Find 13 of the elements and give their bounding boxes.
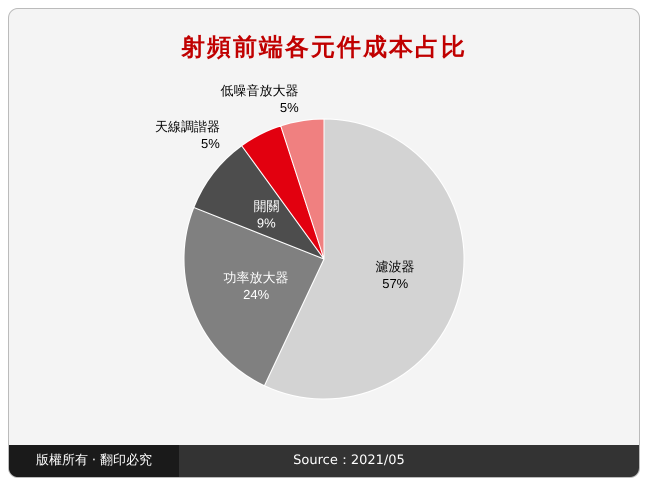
text: 版權所有 · 翻印必究	[9, 445, 179, 477]
data-label: 5%	[200, 136, 220, 151]
chart-title: 射頻前端各元件成本占比	[180, 32, 468, 63]
slice-label: 低噪音放大器	[220, 82, 299, 98]
slice-label: 功率放大器	[224, 270, 289, 285]
data-label: 9%	[256, 215, 276, 230]
data-label: 57%	[382, 276, 409, 291]
slice-label: 濾波器	[376, 258, 415, 274]
slice-label: 天線調諧器	[154, 118, 220, 134]
source-note: Source：2021/05	[292, 452, 406, 470]
data-label: 5%	[280, 100, 300, 115]
data-label: 24%	[243, 286, 270, 302]
slice-label: 開關	[253, 198, 280, 214]
